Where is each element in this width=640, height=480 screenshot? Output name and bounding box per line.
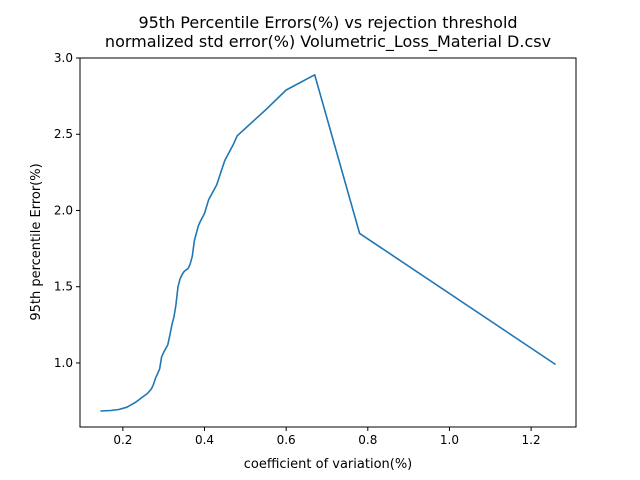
x-axis-label: coefficient of variation(%) xyxy=(244,457,413,472)
y-tick-label: 2.0 xyxy=(54,203,73,217)
y-tick-label: 1.5 xyxy=(54,280,73,294)
x-tick-label: 0.6 xyxy=(277,433,296,447)
y-tick-label: 1.0 xyxy=(54,356,73,370)
x-tick-label: 1.2 xyxy=(522,433,541,447)
chart-title-line: normalized std error(%) Volumetric_Loss_… xyxy=(105,32,551,52)
x-tick-label: 1.0 xyxy=(440,433,459,447)
plot-frame xyxy=(79,57,577,428)
y-tick-label: 3.0 xyxy=(54,51,73,65)
y-tick-label: 2.5 xyxy=(54,127,73,141)
x-tick-label: 0.2 xyxy=(113,433,132,447)
chart-title-line: 95th Percentile Errors(%) vs rejection t… xyxy=(138,13,517,32)
y-axis-label: 95th percentile Error(%) xyxy=(29,163,44,320)
x-tick-label: 0.8 xyxy=(358,433,377,447)
series-line xyxy=(100,74,557,412)
x-tick-label: 0.4 xyxy=(195,433,214,447)
